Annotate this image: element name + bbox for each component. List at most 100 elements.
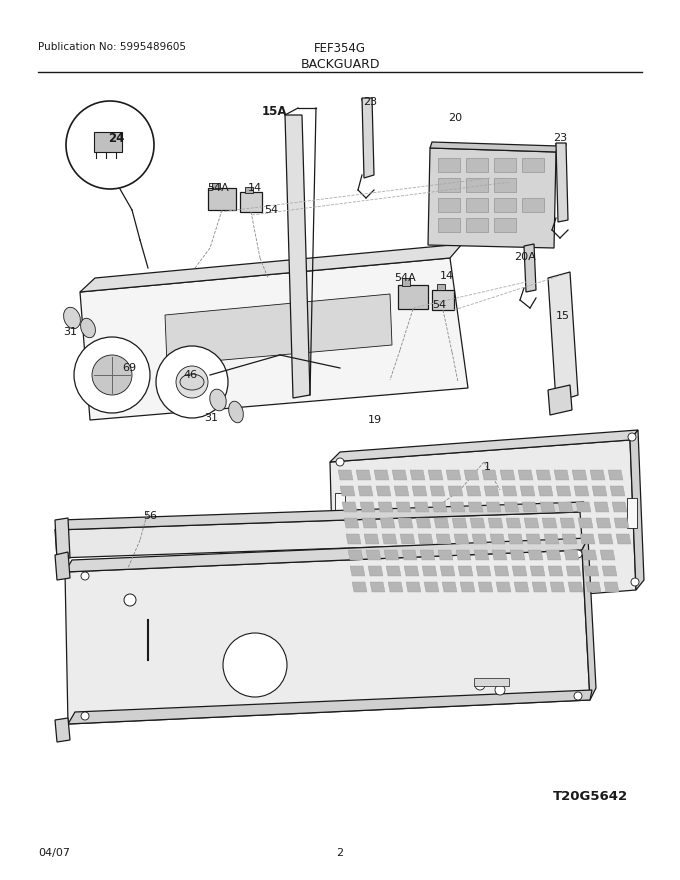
Polygon shape — [446, 470, 461, 480]
Text: 56: 56 — [143, 511, 157, 521]
Text: 20: 20 — [448, 113, 462, 123]
Bar — [466, 218, 488, 232]
Polygon shape — [392, 470, 407, 480]
Bar — [522, 198, 544, 212]
Polygon shape — [530, 566, 545, 576]
Bar — [94, 132, 122, 152]
Bar — [208, 188, 236, 210]
Polygon shape — [165, 294, 392, 365]
Polygon shape — [456, 550, 471, 560]
Polygon shape — [560, 518, 575, 528]
Polygon shape — [436, 534, 451, 544]
Polygon shape — [474, 550, 489, 560]
Bar — [494, 178, 516, 192]
Polygon shape — [362, 98, 374, 178]
Polygon shape — [55, 502, 584, 530]
Polygon shape — [576, 502, 591, 512]
Polygon shape — [492, 550, 507, 560]
Ellipse shape — [180, 374, 204, 390]
Polygon shape — [398, 518, 413, 528]
Polygon shape — [502, 486, 517, 496]
Polygon shape — [416, 518, 431, 528]
Polygon shape — [608, 470, 623, 480]
Polygon shape — [362, 518, 377, 528]
Polygon shape — [510, 550, 525, 560]
Bar — [240, 192, 262, 212]
Text: 31: 31 — [204, 413, 218, 423]
Text: 69: 69 — [122, 363, 136, 373]
Polygon shape — [484, 486, 499, 496]
Polygon shape — [494, 566, 509, 576]
Polygon shape — [548, 272, 578, 402]
Polygon shape — [496, 582, 511, 592]
Polygon shape — [418, 534, 433, 544]
Polygon shape — [380, 518, 395, 528]
Polygon shape — [348, 550, 363, 560]
Polygon shape — [602, 566, 617, 576]
Ellipse shape — [228, 401, 243, 422]
Polygon shape — [432, 502, 447, 512]
Polygon shape — [370, 582, 385, 592]
Text: 54A: 54A — [394, 273, 415, 283]
Bar — [474, 678, 509, 686]
Polygon shape — [504, 502, 519, 512]
Polygon shape — [508, 534, 523, 544]
Polygon shape — [402, 550, 417, 560]
Polygon shape — [584, 566, 599, 576]
Polygon shape — [614, 518, 629, 528]
Polygon shape — [524, 244, 536, 292]
Text: Publication No: 5995489605: Publication No: 5995489605 — [38, 42, 186, 52]
Bar — [494, 198, 516, 212]
Bar — [494, 218, 516, 232]
Polygon shape — [574, 486, 589, 496]
Text: 15: 15 — [556, 311, 570, 321]
Polygon shape — [532, 582, 547, 592]
Bar — [438, 198, 460, 212]
Bar — [522, 158, 544, 172]
Text: 23: 23 — [553, 133, 567, 143]
Bar — [627, 498, 637, 528]
Polygon shape — [285, 115, 310, 398]
Circle shape — [574, 550, 582, 558]
Polygon shape — [55, 718, 70, 742]
Text: 2: 2 — [337, 848, 343, 858]
Polygon shape — [388, 582, 403, 592]
Circle shape — [81, 712, 89, 720]
Polygon shape — [55, 512, 582, 558]
Text: 54: 54 — [264, 205, 278, 215]
Text: 54A: 54A — [207, 183, 228, 193]
Circle shape — [124, 594, 136, 606]
Polygon shape — [352, 582, 367, 592]
Text: 46: 46 — [183, 370, 197, 380]
Polygon shape — [448, 486, 463, 496]
Circle shape — [574, 692, 582, 700]
Polygon shape — [612, 502, 627, 512]
Text: 14: 14 — [440, 271, 454, 281]
Circle shape — [628, 433, 636, 441]
Polygon shape — [330, 440, 636, 614]
Polygon shape — [424, 582, 439, 592]
Polygon shape — [514, 582, 529, 592]
Polygon shape — [420, 550, 435, 560]
Polygon shape — [598, 534, 613, 544]
Polygon shape — [470, 518, 485, 528]
Text: 24: 24 — [108, 132, 124, 145]
Bar — [245, 187, 253, 193]
Ellipse shape — [64, 307, 80, 329]
Polygon shape — [350, 566, 365, 576]
Text: 20A: 20A — [514, 252, 536, 262]
Polygon shape — [540, 502, 555, 512]
Polygon shape — [346, 534, 361, 544]
Polygon shape — [548, 385, 572, 415]
Bar — [466, 198, 488, 212]
Polygon shape — [610, 486, 625, 496]
Polygon shape — [482, 470, 497, 480]
Polygon shape — [558, 502, 573, 512]
Polygon shape — [65, 538, 588, 572]
Polygon shape — [330, 430, 638, 462]
Circle shape — [156, 346, 228, 418]
Polygon shape — [566, 566, 581, 576]
Polygon shape — [340, 486, 355, 496]
Polygon shape — [430, 486, 445, 496]
Polygon shape — [486, 502, 501, 512]
